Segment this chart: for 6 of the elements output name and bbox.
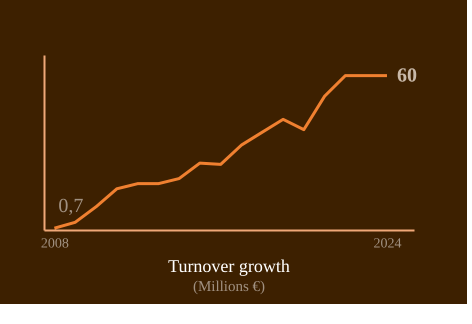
- data-label: 60: [396, 64, 417, 87]
- x-tick-label: 2024: [373, 236, 402, 252]
- data-label: 0,7: [58, 195, 84, 218]
- text: Turnover growth: [168, 256, 290, 276]
- x-tick-label: 2008: [40, 236, 69, 252]
- text: (Millions €): [192, 279, 266, 295]
